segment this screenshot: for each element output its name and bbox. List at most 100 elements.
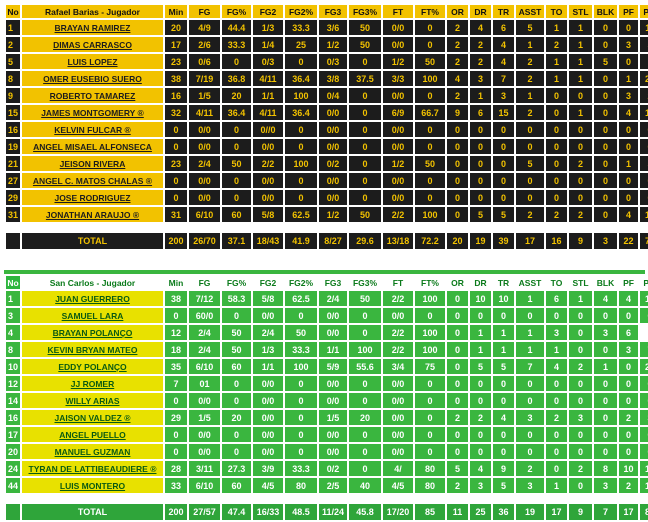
- total-cell: 72.2: [415, 233, 445, 249]
- stat-cell: 0/0: [189, 139, 220, 154]
- team2-column-header: TR: [493, 276, 514, 289]
- stat-cell: 2: [546, 37, 567, 52]
- total-cell: 41.9: [285, 233, 317, 249]
- total-cell: [6, 233, 20, 249]
- stat-cell: 0: [569, 88, 592, 103]
- player-name-link[interactable]: SAMUEL LARA: [22, 308, 163, 323]
- player-name-link[interactable]: MANUEL GUZMAN: [22, 444, 163, 459]
- stat-cell: 0: [165, 190, 187, 205]
- player-name-link[interactable]: ANGEL MISAEL ALFONSECA: [22, 139, 163, 154]
- player-name-link[interactable]: JAISON VALDEZ ®: [22, 410, 163, 425]
- stat-cell: 8: [594, 461, 617, 476]
- player-name-link[interactable]: JEISON RIVERA: [22, 156, 163, 171]
- player-name-link[interactable]: KEVIN BRYAN MATEO: [22, 342, 163, 357]
- stat-cell: 0: [594, 308, 617, 323]
- stat-cell: 0/0: [383, 308, 413, 323]
- stat-cell: 23: [165, 54, 187, 69]
- stat-cell: 0/0: [383, 376, 413, 391]
- stat-cell: 0: [640, 444, 648, 459]
- player-name-link[interactable]: JJ ROMER: [22, 376, 163, 391]
- player-name-link[interactable]: ROBERTO TAMAREZ: [22, 88, 163, 103]
- spacer-cell: [6, 495, 648, 502]
- player-name-link[interactable]: JOSE RODRIGUEZ: [22, 190, 163, 205]
- player-number: 8: [6, 342, 20, 357]
- stat-cell: 1/5: [189, 410, 220, 425]
- player-name-link[interactable]: WILLY ARIAS: [22, 393, 163, 408]
- stat-cell: 3/8: [319, 71, 347, 86]
- player-name-link[interactable]: JAMES MONTGOMERY ®: [22, 105, 163, 120]
- stat-cell: 5: [493, 359, 514, 374]
- stat-cell: 0: [594, 88, 617, 103]
- team2-column-header: FT%: [415, 276, 445, 289]
- stat-cell: 0: [546, 122, 567, 137]
- stat-cell: 01: [189, 376, 220, 391]
- total-cell: 17: [546, 504, 567, 520]
- stat-cell: 2: [470, 410, 491, 425]
- team2-column-header: Pts: [640, 276, 648, 289]
- stat-cell: 4: [493, 54, 514, 69]
- player-name-link[interactable]: ANGEL PUELLO: [22, 427, 163, 442]
- stat-cell: 0: [222, 190, 251, 205]
- stat-cell: 5/8: [253, 207, 283, 222]
- player-name-link[interactable]: BRAYAN POLANÇO: [22, 325, 163, 340]
- stat-cell: 0: [470, 122, 491, 137]
- stat-cell: 0: [470, 376, 491, 391]
- total-cell: 16/33: [253, 504, 283, 520]
- stat-cell: 1/3: [253, 20, 283, 35]
- stat-cell: 0: [640, 393, 648, 408]
- player-name-link[interactable]: TYRAN DE LATTIBEAUDIERE ®: [22, 461, 163, 476]
- stat-cell: 4: [447, 71, 468, 86]
- team1-column-header: TO: [546, 5, 567, 18]
- stat-cell: 0//0: [253, 122, 283, 137]
- stat-cell: 25: [285, 37, 317, 52]
- stat-cell: 0: [447, 139, 468, 154]
- stat-cell: 0: [470, 308, 491, 323]
- stat-cell: 2: [447, 88, 468, 103]
- stat-cell: 18: [640, 478, 648, 493]
- stat-cell: 0: [349, 461, 381, 476]
- player-name-link[interactable]: ANGEL C. MATOS CHALAS ®: [22, 173, 163, 188]
- stat-cell: 9: [447, 105, 468, 120]
- player-name-link[interactable]: JUAN GUERRERO: [22, 291, 163, 306]
- stat-cell: 1: [546, 20, 567, 35]
- stat-cell: 0/3: [319, 54, 347, 69]
- stat-cell: 1: [470, 342, 491, 357]
- stat-cell: 5: [493, 478, 514, 493]
- player-name-link[interactable]: JONATHAN ARAUJO ®: [22, 207, 163, 222]
- team1-column-header: PF: [619, 5, 638, 18]
- player-name-link[interactable]: KELVIN FULCAR ®: [22, 122, 163, 137]
- stat-cell: 0: [349, 393, 381, 408]
- total-cell: 47.4: [222, 504, 251, 520]
- team2-column-header: FT: [383, 276, 413, 289]
- team2-column-header: ASST: [516, 276, 544, 289]
- player-name-link[interactable]: DIMAS CARRASCO: [22, 37, 163, 52]
- team1-column-header: FT: [383, 5, 413, 18]
- stat-cell: 1/5: [319, 410, 347, 425]
- stat-cell: 3: [619, 342, 638, 357]
- player-name-link[interactable]: OMER EUSEBIO SUERO: [22, 71, 163, 86]
- stat-cell: 4: [546, 359, 567, 374]
- stat-cell: 5: [493, 207, 514, 222]
- stat-cell: 0: [594, 393, 617, 408]
- stat-cell: 14: [640, 105, 648, 120]
- stat-cell: 2/4: [253, 325, 283, 340]
- stat-cell: 1: [569, 291, 592, 306]
- player-name-link[interactable]: BRAYAN RAMIREZ: [22, 20, 163, 35]
- player-number: 1: [6, 291, 20, 306]
- stat-cell: 0: [349, 105, 381, 120]
- stat-cell: 50: [222, 342, 251, 357]
- stat-cell: 0: [640, 190, 648, 205]
- player-name-link[interactable]: EDDY POLANÇO: [22, 359, 163, 374]
- stat-cell: 0: [349, 325, 381, 340]
- stat-cell: 0: [470, 444, 491, 459]
- player-name-link[interactable]: LUIS MONTERO: [22, 478, 163, 493]
- team1-column-header: ASST: [516, 5, 544, 18]
- player-name-link[interactable]: LUIS LOPEZ: [22, 54, 163, 69]
- stat-cell: 2: [516, 461, 544, 476]
- stat-cell: 0: [415, 393, 445, 408]
- stat-cell: 0: [493, 376, 514, 391]
- stat-cell: 0: [493, 122, 514, 137]
- team2-player-row: 24 TYRAN DE LATTIBEAUDIERE ® 28 3/11 27.3 3/9…: [6, 461, 648, 476]
